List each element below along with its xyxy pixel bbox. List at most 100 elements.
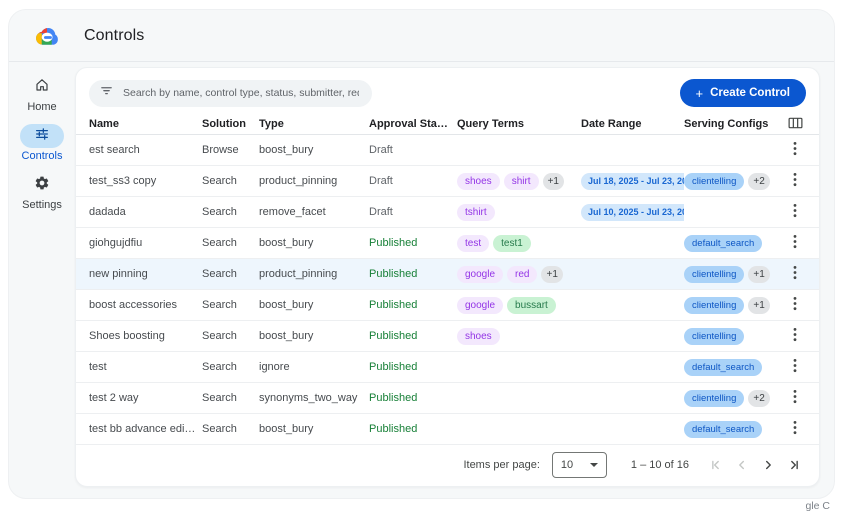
home-icon bbox=[34, 77, 50, 98]
table-row[interactable]: test_ss3 copy Search product_pinning Dra… bbox=[76, 166, 819, 197]
items-per-page-value: 10 bbox=[560, 459, 574, 471]
kebab-icon bbox=[793, 296, 797, 314]
kebab-icon bbox=[793, 172, 797, 190]
date-range-chip: Jul 10, 2025 - Jul 23, 2025 bbox=[581, 203, 684, 221]
serving-config-overflow-badge: +1 bbox=[748, 265, 770, 283]
cell-solution: Search bbox=[202, 361, 237, 373]
search-input[interactable] bbox=[121, 86, 361, 100]
previous-page-button[interactable] bbox=[729, 452, 755, 478]
table-row[interactable]: giohgujdfiu Search boost_bury Published … bbox=[76, 228, 819, 259]
items-per-page-select[interactable]: 10 bbox=[551, 452, 607, 478]
query-term-chip: shoes bbox=[457, 172, 500, 190]
cell-solution: Search bbox=[202, 206, 237, 218]
app-header: Controls bbox=[9, 10, 834, 62]
gear-icon bbox=[34, 175, 50, 196]
table-row[interactable]: test Search ignore Published default_sea… bbox=[76, 352, 819, 383]
query-term-chip: google bbox=[457, 296, 504, 314]
cell-name: test bb advance editor bbox=[89, 423, 198, 435]
table-footer: Items per page: 10 1 – 10 of 16 bbox=[76, 445, 819, 486]
cell-solution: Search bbox=[202, 299, 237, 311]
sidebar-item-label: Settings bbox=[22, 199, 62, 211]
sidebar-item-controls[interactable]: Controls bbox=[20, 124, 64, 162]
cell-status: Draft bbox=[369, 144, 393, 156]
columns-icon bbox=[788, 116, 803, 133]
sidebar-item-home[interactable]: Home bbox=[20, 75, 64, 113]
cell-solution: Search bbox=[202, 423, 237, 435]
sidebar-item-settings[interactable]: Settings bbox=[20, 173, 64, 211]
cell-query-terms: google bussart bbox=[457, 296, 581, 314]
create-control-button[interactable]: + Create Control bbox=[679, 79, 806, 107]
cell-serving-configs: default_search bbox=[684, 234, 784, 252]
serving-config-overflow-badge: +1 bbox=[748, 296, 770, 314]
cell-name: dadada bbox=[89, 206, 126, 218]
row-menu-button[interactable] bbox=[784, 140, 806, 160]
table-row[interactable]: est search Browse boost_bury Draft bbox=[76, 135, 819, 166]
table-row[interactable]: boost accessories Search boost_bury Publ… bbox=[76, 290, 819, 321]
kebab-icon bbox=[793, 358, 797, 376]
cell-status: Published bbox=[369, 330, 418, 342]
query-term-chip: bussart bbox=[507, 296, 556, 314]
serving-config-chip: default_search bbox=[684, 358, 763, 376]
serving-config-overflow-badge: +2 bbox=[748, 389, 770, 407]
table-row[interactable]: dadada Search remove_facet Draft tshirt … bbox=[76, 197, 819, 228]
cell-name: test_ss3 copy bbox=[89, 175, 157, 187]
cell-date-range: Jul 10, 2025 - Jul 23, 2025 bbox=[581, 203, 684, 221]
cell-query-terms: google red +1 bbox=[457, 265, 581, 283]
row-menu-button[interactable] bbox=[784, 233, 806, 253]
row-menu-button[interactable] bbox=[784, 171, 806, 191]
cell-name: giohgujdfiu bbox=[89, 237, 143, 249]
sidebar: Home Controls Settings bbox=[9, 62, 75, 498]
row-menu-button[interactable] bbox=[784, 419, 806, 439]
column-settings-button[interactable] bbox=[784, 114, 806, 134]
controls-table-panel: + Create Control Name Solution Type Appr… bbox=[75, 67, 820, 487]
cell-solution: Search bbox=[202, 392, 237, 404]
serving-config-chip: clientelling bbox=[684, 296, 745, 314]
table-body: est search Browse boost_bury Draft test_… bbox=[76, 135, 819, 445]
cell-status: Draft bbox=[369, 206, 393, 218]
last-page-button[interactable] bbox=[781, 452, 807, 478]
cell-solution: Search bbox=[202, 237, 237, 249]
cell-name: Shoes boosting bbox=[89, 330, 165, 342]
search-bar[interactable] bbox=[89, 79, 372, 107]
row-menu-button[interactable] bbox=[784, 357, 806, 377]
row-menu-button[interactable] bbox=[784, 388, 806, 408]
row-menu-button[interactable] bbox=[784, 326, 806, 346]
cell-query-terms: test test1 bbox=[457, 234, 581, 252]
cell-serving-configs: default_search bbox=[684, 358, 784, 376]
serving-config-chip: clientelling bbox=[684, 327, 745, 345]
kebab-icon bbox=[793, 234, 797, 252]
column-header-type: Type bbox=[259, 118, 284, 130]
items-per-page-label: Items per page: bbox=[463, 459, 540, 471]
date-range-chip: Jul 18, 2025 - Jul 23, 2025 bbox=[581, 172, 684, 190]
row-menu-button[interactable] bbox=[784, 295, 806, 315]
cell-date-range: Jul 18, 2025 - Jul 23, 2025 bbox=[581, 172, 684, 190]
table-row[interactable]: new pinning Search product_pinning Publi… bbox=[76, 259, 819, 290]
column-header-approval-status: Approval Status bbox=[369, 118, 454, 130]
pagination-range: 1 – 10 of 16 bbox=[630, 459, 689, 471]
query-term-chip: red bbox=[507, 265, 538, 283]
cell-serving-configs: clientelling +2 bbox=[684, 389, 784, 407]
table-row[interactable]: Shoes boosting Search boost_bury Publish… bbox=[76, 321, 819, 352]
cell-type: boost_bury bbox=[259, 144, 314, 156]
table-row[interactable]: test bb advance editor Search boost_bury… bbox=[76, 414, 819, 445]
cell-type: boost_bury bbox=[259, 299, 314, 311]
cell-type: product_pinning bbox=[259, 175, 338, 187]
background-watermark: gle C bbox=[805, 500, 830, 512]
query-term-chip: test bbox=[457, 234, 490, 252]
table-row[interactable]: test 2 way Search synonyms_two_way Publi… bbox=[76, 383, 819, 414]
cell-query-terms: tshirt bbox=[457, 203, 581, 221]
cell-type: remove_facet bbox=[259, 206, 326, 218]
next-page-button[interactable] bbox=[755, 452, 781, 478]
cell-serving-configs: default_search bbox=[684, 420, 784, 438]
cell-status: Published bbox=[369, 237, 418, 249]
cell-query-terms: shoes bbox=[457, 327, 581, 345]
first-page-button[interactable] bbox=[703, 452, 729, 478]
cell-type: product_pinning bbox=[259, 268, 338, 280]
row-menu-button[interactable] bbox=[784, 264, 806, 284]
row-menu-button[interactable] bbox=[784, 202, 806, 222]
query-term-chip: shoes bbox=[457, 327, 500, 345]
serving-config-chip: clientelling bbox=[684, 265, 745, 283]
serving-config-chip: clientelling bbox=[684, 389, 745, 407]
cell-solution: Search bbox=[202, 175, 237, 187]
column-header-serving-configs: Serving Configs bbox=[684, 118, 769, 130]
